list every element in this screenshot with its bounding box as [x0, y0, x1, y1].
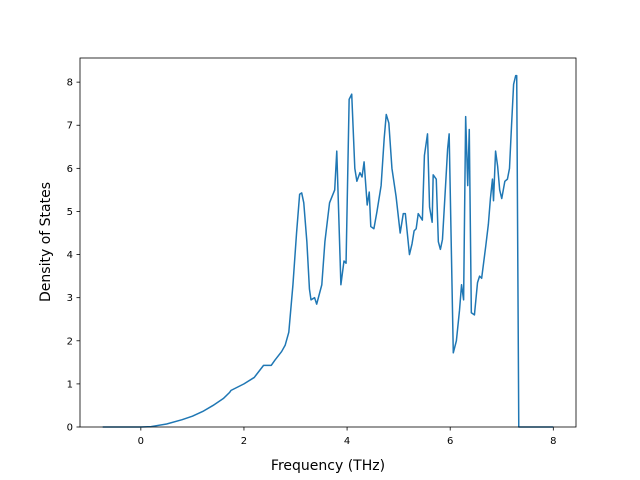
y-axis-label: Density of States	[38, 182, 54, 302]
line-series	[102, 74, 554, 428]
plot-frame	[79, 57, 577, 428]
y-tick-label: 8	[67, 78, 73, 89]
y-tick-label: 7	[67, 121, 73, 132]
x-axis-label: Frequency (THz)	[271, 458, 385, 474]
x-tick-label: 6	[447, 436, 453, 447]
y-tick-label: 0	[67, 423, 73, 434]
y-tick-label: 1	[67, 379, 73, 390]
y-tick-label: 2	[67, 336, 73, 347]
y-tick-label: 4	[67, 250, 73, 261]
y-tick-label: 6	[67, 164, 73, 175]
x-tick-label: 8	[550, 436, 556, 447]
x-tick-label: 0	[138, 436, 144, 447]
x-tick-label: 4	[344, 436, 350, 447]
y-tick-label: 5	[67, 207, 73, 218]
y-tick-label: 3	[67, 293, 73, 304]
x-tick-label: 2	[241, 436, 247, 447]
